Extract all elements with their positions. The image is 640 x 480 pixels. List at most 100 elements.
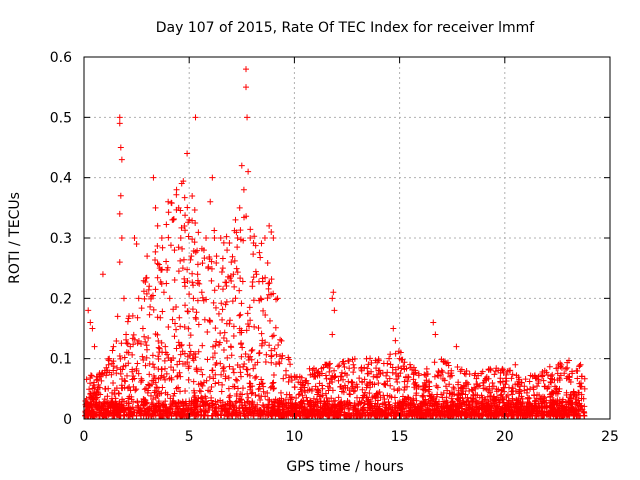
data-point <box>316 410 323 417</box>
data-point <box>236 287 243 294</box>
data-point <box>227 343 234 350</box>
data-point <box>251 408 258 415</box>
data-point <box>544 372 551 379</box>
data-point <box>217 235 224 241</box>
data-point <box>301 404 308 411</box>
data-point <box>101 402 108 409</box>
data-point <box>181 223 188 230</box>
data-point <box>129 366 136 373</box>
data-point <box>401 386 408 393</box>
data-point <box>186 342 193 349</box>
data-point <box>449 399 456 406</box>
data-point <box>372 395 379 402</box>
data-point <box>303 394 310 401</box>
data-point <box>332 411 339 418</box>
data-point <box>213 253 220 260</box>
data-point <box>388 409 395 416</box>
data-point <box>458 403 465 410</box>
data-point <box>247 226 254 233</box>
data-point <box>237 369 244 376</box>
data-point <box>375 367 382 374</box>
data-point <box>359 386 366 393</box>
data-point <box>175 339 182 346</box>
data-point <box>581 375 588 382</box>
data-point <box>243 327 250 334</box>
data-point <box>195 321 202 328</box>
data-point <box>391 394 398 401</box>
data-point <box>503 378 510 385</box>
data-point <box>246 304 253 311</box>
data-point <box>367 355 374 362</box>
data-point <box>515 389 522 396</box>
data-point <box>310 395 317 402</box>
data-point <box>230 369 237 376</box>
data-point <box>140 356 147 363</box>
data-point <box>99 271 106 278</box>
data-point <box>87 380 94 387</box>
data-point <box>262 311 269 318</box>
data-point <box>365 370 372 377</box>
data-point <box>122 378 129 385</box>
data-point <box>190 387 197 394</box>
data-point <box>241 360 248 367</box>
data-point <box>428 397 435 404</box>
data-point <box>142 338 149 345</box>
data-point <box>145 387 152 394</box>
data-point <box>227 392 234 399</box>
y-axis-label: ROTI / TECUs <box>7 192 23 284</box>
data-point <box>160 403 167 410</box>
data-point <box>455 387 462 394</box>
data-point <box>159 308 166 315</box>
data-point <box>182 302 189 309</box>
data-point <box>181 194 188 201</box>
data-point <box>412 369 419 376</box>
data-point <box>158 235 165 241</box>
data-point <box>497 379 504 386</box>
data-point <box>116 259 123 266</box>
data-point <box>383 404 390 411</box>
data-point <box>209 354 216 361</box>
data-point <box>200 247 207 254</box>
data-point <box>499 405 506 412</box>
data-point <box>527 385 534 392</box>
data-point <box>288 373 295 380</box>
data-point <box>291 373 298 380</box>
data-point <box>455 381 462 388</box>
data-point <box>229 253 236 260</box>
data-point <box>171 333 178 340</box>
data-point <box>438 367 445 374</box>
data-point <box>280 375 287 382</box>
data-point <box>114 313 121 320</box>
data-point <box>219 381 226 388</box>
data-point <box>302 412 309 419</box>
data-point <box>200 407 207 414</box>
data-point <box>207 388 214 395</box>
data-point <box>126 393 133 400</box>
data-point <box>182 388 189 395</box>
data-point <box>146 371 153 378</box>
data-point <box>173 186 180 193</box>
data-point <box>118 235 125 241</box>
data-point <box>395 364 402 371</box>
data-point <box>163 370 170 377</box>
data-point <box>336 362 343 369</box>
data-point <box>129 351 136 358</box>
data-point <box>182 227 189 234</box>
data-point <box>247 317 254 324</box>
data-point <box>431 359 438 366</box>
data-point <box>165 209 172 216</box>
data-point <box>356 375 363 382</box>
data-point <box>176 342 183 349</box>
data-point <box>257 397 264 404</box>
data-point <box>549 376 556 383</box>
data-point <box>194 247 201 254</box>
data-point <box>244 320 251 327</box>
data-point <box>105 361 112 368</box>
data-point <box>523 389 530 396</box>
data-point <box>334 363 341 370</box>
data-point <box>266 317 273 324</box>
data-point <box>152 379 159 386</box>
data-point <box>239 344 246 351</box>
data-point <box>199 260 206 267</box>
data-point <box>523 409 530 416</box>
